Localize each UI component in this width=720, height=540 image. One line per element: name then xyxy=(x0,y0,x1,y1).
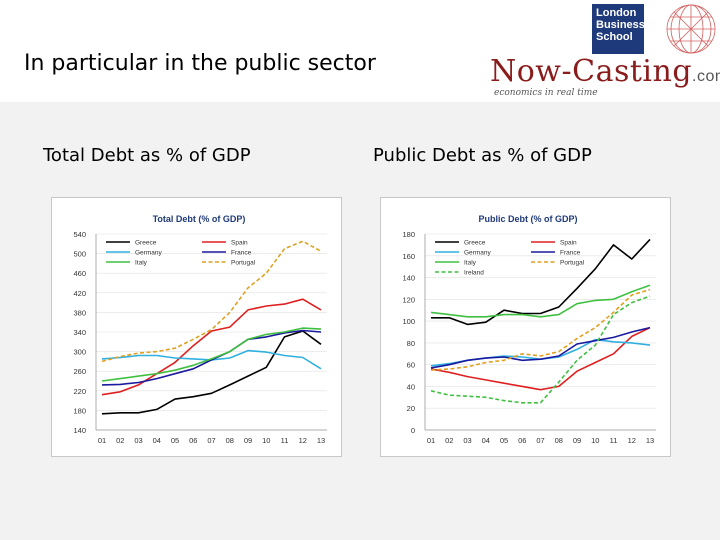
x-tick-label: 10 xyxy=(591,436,599,445)
y-tick-label: 180 xyxy=(402,230,415,239)
y-tick-label: 380 xyxy=(73,308,86,317)
x-tick-label: 07 xyxy=(536,436,544,445)
series-line-spain xyxy=(430,326,651,391)
y-tick-label: 420 xyxy=(73,289,86,298)
legend-label-greece: Greece xyxy=(135,240,157,247)
legend-label-ireland: Ireland xyxy=(464,270,484,277)
y-tick-label: 160 xyxy=(402,252,415,261)
lbs-line-1: London xyxy=(596,7,637,19)
series-line-france xyxy=(101,329,322,386)
public-debt-chart-frame: Public Debt (% of GDP) 0 20 40 60 80 100 120 140… xyxy=(380,197,671,457)
x-tick-label: 04 xyxy=(153,436,161,445)
x-tick-label: 03 xyxy=(463,436,471,445)
x-tick-label: 09 xyxy=(573,436,581,445)
right-caption: Public Debt as % of GDP xyxy=(373,145,592,166)
total-debt-chart-frame: Total Debt (% of GDP) 140 180 220 260 300 340 3… xyxy=(51,197,342,457)
x-tick-label: 07 xyxy=(207,436,215,445)
series-line-france xyxy=(430,326,651,369)
y-tick-label: 220 xyxy=(73,387,86,396)
chart-title: Public Debt (% of GDP) xyxy=(479,214,578,224)
slide-header: In particular in the public sector Londo… xyxy=(0,0,720,102)
x-tick-label: 12 xyxy=(299,436,307,445)
lbs-line-3: School xyxy=(596,31,633,43)
x-tick-label: 02 xyxy=(116,436,124,445)
x-tick-label: 09 xyxy=(244,436,252,445)
legend-label-italy: Italy xyxy=(135,260,148,267)
x-tick-label: 02 xyxy=(445,436,453,445)
y-tick-label: 20 xyxy=(407,404,415,413)
x-tick-label: 06 xyxy=(518,436,526,445)
series-line-portugal xyxy=(101,240,322,363)
series-line-greece xyxy=(101,330,322,415)
series-line-ireland xyxy=(430,295,651,404)
x-tick-label: 05 xyxy=(500,436,508,445)
nowcasting-name: Now-Casting xyxy=(490,54,693,89)
x-tick-label: 01 xyxy=(427,436,435,445)
series-line-spain xyxy=(101,298,322,396)
nowcasting-logo: Now-Casting.com xyxy=(490,54,720,89)
legend-label-portugal: Portugal xyxy=(560,260,585,267)
x-tick-label: 11 xyxy=(610,436,618,445)
y-tick-label: 0 xyxy=(411,426,415,435)
x-tick-label: 10 xyxy=(262,436,270,445)
legend-label-spain: Spain xyxy=(560,240,577,247)
london-business-school-logo: London Business School xyxy=(592,4,645,54)
legend-label-france: France xyxy=(231,250,252,257)
globe-icon xyxy=(666,4,716,54)
public-debt-chart: Public Debt (% of GDP)020406080100120140… xyxy=(402,214,656,445)
x-tick-label: 05 xyxy=(171,436,179,445)
series-line-italy xyxy=(101,327,322,382)
total-debt-chart: Total Debt (% of GDP) 140 180 220 260 300 340 3… xyxy=(73,214,327,445)
chart-title: Total Debt (% of GDP) xyxy=(153,214,246,224)
lbs-line-2: Business xyxy=(596,19,645,31)
nowcasting-suffix: .com xyxy=(692,68,720,85)
page-title: In particular in the public sector xyxy=(24,51,376,76)
legend-label-portugal: Portugal xyxy=(231,260,256,267)
x-tick-label: 03 xyxy=(134,436,142,445)
legend-label-spain: Spain xyxy=(231,240,248,247)
x-tick-label: 13 xyxy=(317,436,325,445)
y-tick-label: 340 xyxy=(73,328,86,337)
y-tick-label: 140 xyxy=(402,274,415,283)
nowcasting-tagline: economics in real time xyxy=(494,88,598,98)
y-tick-label: 260 xyxy=(73,367,86,376)
x-tick-label: 06 xyxy=(189,436,197,445)
y-tick-label: 40 xyxy=(407,382,415,391)
series-line-portugal xyxy=(430,288,651,371)
series-line-italy xyxy=(430,284,651,318)
y-tick-label: 140 xyxy=(73,426,86,435)
y-tick-label: 60 xyxy=(407,361,415,370)
x-tick-label: 12 xyxy=(628,436,636,445)
y-tick-label: 300 xyxy=(73,348,86,357)
y-tick-label: 460 xyxy=(73,269,86,278)
y-tick-label: 80 xyxy=(407,339,415,348)
x-tick-label: 01 xyxy=(98,436,106,445)
y-tick-label: 540 xyxy=(73,230,86,239)
x-tick-label: 08 xyxy=(555,436,563,445)
legend-label-italy: Italy xyxy=(464,260,477,267)
legend-label-germany: Germany xyxy=(135,250,162,257)
left-caption: Total Debt as % of GDP xyxy=(43,145,251,166)
x-tick-label: 04 xyxy=(482,436,490,445)
y-tick-label: 120 xyxy=(402,295,415,304)
y-tick-label: 500 xyxy=(73,250,86,259)
series-line-greece xyxy=(431,238,651,326)
y-tick-label: 180 xyxy=(73,406,86,415)
y-tick-label: 100 xyxy=(402,317,415,326)
legend-label-france: France xyxy=(560,250,581,257)
x-tick-label: 13 xyxy=(646,436,654,445)
x-tick-label: 08 xyxy=(226,436,234,445)
legend-label-greece: Greece xyxy=(464,240,486,247)
x-tick-label: 11 xyxy=(281,436,289,445)
legend-label-germany: Germany xyxy=(464,250,491,257)
